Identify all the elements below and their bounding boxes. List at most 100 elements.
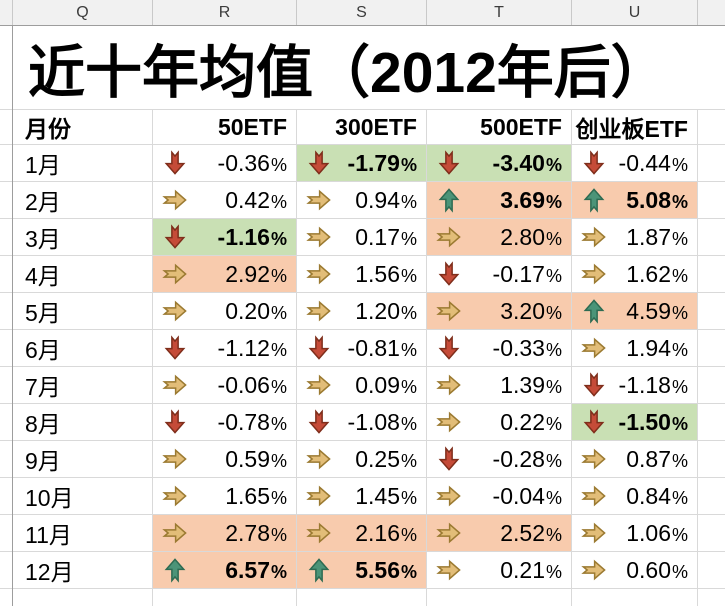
header-500etf[interactable]: 500ETF: [427, 110, 572, 145]
month-cell[interactable]: 9月: [13, 441, 153, 478]
value-cell[interactable]: -1.12%: [153, 330, 297, 367]
table-row: 6月 -1.12% -0.81% -0.33% 1.94%: [13, 330, 725, 367]
right-arrow-icon: [436, 558, 462, 583]
value-cell[interactable]: 1.06%: [572, 515, 698, 552]
value-cell[interactable]: 1.62%: [572, 256, 698, 293]
month-cell[interactable]: 5月: [13, 293, 153, 330]
value-cell[interactable]: 1.20%: [297, 293, 427, 330]
value-cell[interactable]: -3.40%: [427, 145, 572, 182]
value-cell[interactable]: -1.08%: [297, 404, 427, 441]
value-cell[interactable]: 0.60%: [572, 552, 698, 589]
right-arrow-icon: [162, 521, 188, 546]
value-cell[interactable]: -0.06%: [153, 367, 297, 404]
page-title[interactable]: 近十年均值（2012年后）: [13, 26, 725, 110]
value-cell[interactable]: 0.22%: [427, 404, 572, 441]
value-cell[interactable]: 5.08%: [572, 182, 698, 219]
value-cell[interactable]: -0.04%: [427, 478, 572, 515]
value-cell[interactable]: 0.09%: [297, 367, 427, 404]
empty-cell[interactable]: [427, 589, 572, 606]
month-cell[interactable]: 1月: [13, 145, 153, 182]
value-cell[interactable]: 2.78%: [153, 515, 297, 552]
empty-cell[interactable]: [698, 256, 725, 293]
column-header-u[interactable]: U: [572, 0, 698, 25]
value-cell[interactable]: 1.65%: [153, 478, 297, 515]
value-cell[interactable]: 0.20%: [153, 293, 297, 330]
value-cell[interactable]: -0.44%: [572, 145, 698, 182]
value-cell[interactable]: 0.87%: [572, 441, 698, 478]
value-cell[interactable]: 2.92%: [153, 256, 297, 293]
value-cell[interactable]: -0.36%: [153, 145, 297, 182]
month-cell[interactable]: 6月: [13, 330, 153, 367]
header-50etf[interactable]: 50ETF: [153, 110, 297, 145]
value-cell[interactable]: -0.28%: [427, 441, 572, 478]
column-header-r[interactable]: R: [153, 0, 297, 25]
value-cell[interactable]: 1.39%: [427, 367, 572, 404]
value-cell[interactable]: 3.20%: [427, 293, 572, 330]
month-cell[interactable]: 10月: [13, 478, 153, 515]
table-row: 3月 -1.16% 0.17% 2.80% 1.87%: [13, 219, 725, 256]
empty-cell[interactable]: [698, 110, 725, 145]
value-cell[interactable]: -1.79%: [297, 145, 427, 182]
value-cell[interactable]: -0.78%: [153, 404, 297, 441]
empty-cell[interactable]: [698, 219, 725, 256]
value-cell[interactable]: 1.56%: [297, 256, 427, 293]
header-300etf[interactable]: 300ETF: [297, 110, 427, 145]
cell-value-text: -1.18%: [618, 371, 688, 398]
cell-value-text: 2.92%: [225, 260, 287, 287]
value-cell[interactable]: -0.33%: [427, 330, 572, 367]
month-cell[interactable]: 12月: [13, 552, 153, 589]
value-cell[interactable]: -0.17%: [427, 256, 572, 293]
value-cell[interactable]: 2.16%: [297, 515, 427, 552]
value-cell[interactable]: 6.57%: [153, 552, 297, 589]
value-cell[interactable]: 0.59%: [153, 441, 297, 478]
value-cell[interactable]: 3.69%: [427, 182, 572, 219]
empty-cell[interactable]: [698, 515, 725, 552]
month-cell[interactable]: 4月: [13, 256, 153, 293]
month-cell[interactable]: 3月: [13, 219, 153, 256]
empty-cell[interactable]: [698, 478, 725, 515]
value-cell[interactable]: -1.50%: [572, 404, 698, 441]
value-cell[interactable]: 2.52%: [427, 515, 572, 552]
cell-value-text: 2.16%: [355, 519, 417, 546]
table-header-row: 月份 50ETF 300ETF 500ETF 创业板ETF: [13, 110, 725, 145]
value-cell[interactable]: 5.56%: [297, 552, 427, 589]
empty-cell[interactable]: [698, 145, 725, 182]
value-cell[interactable]: -1.16%: [153, 219, 297, 256]
empty-cell[interactable]: [698, 552, 725, 589]
value-cell[interactable]: 4.59%: [572, 293, 698, 330]
empty-cell[interactable]: [698, 182, 725, 219]
empty-cell[interactable]: [297, 589, 427, 606]
column-header-t[interactable]: T: [427, 0, 572, 25]
value-cell[interactable]: 2.80%: [427, 219, 572, 256]
header-month[interactable]: 月份: [13, 110, 153, 145]
month-cell[interactable]: 11月: [13, 515, 153, 552]
empty-cell[interactable]: [698, 293, 725, 330]
cell-value-text: 0.87%: [626, 445, 688, 472]
value-cell[interactable]: 0.84%: [572, 478, 698, 515]
value-cell[interactable]: 0.21%: [427, 552, 572, 589]
empty-cell[interactable]: [698, 330, 725, 367]
column-header-s[interactable]: S: [297, 0, 427, 25]
month-cell[interactable]: 2月: [13, 182, 153, 219]
empty-cell[interactable]: [572, 589, 698, 606]
empty-cell[interactable]: [698, 589, 725, 606]
empty-cell[interactable]: [698, 404, 725, 441]
month-cell[interactable]: 8月: [13, 404, 153, 441]
empty-cell[interactable]: [698, 441, 725, 478]
empty-cell[interactable]: [698, 367, 725, 404]
table-row: 12月 6.57% 5.56% 0.21% 0.60%: [13, 552, 725, 589]
value-cell[interactable]: 0.17%: [297, 219, 427, 256]
value-cell[interactable]: 1.87%: [572, 219, 698, 256]
empty-cell[interactable]: [13, 589, 153, 606]
value-cell[interactable]: 0.25%: [297, 441, 427, 478]
value-cell[interactable]: 0.94%: [297, 182, 427, 219]
value-cell[interactable]: 1.94%: [572, 330, 698, 367]
value-cell[interactable]: 0.42%: [153, 182, 297, 219]
value-cell[interactable]: 1.45%: [297, 478, 427, 515]
value-cell[interactable]: -0.81%: [297, 330, 427, 367]
column-header-q[interactable]: Q: [13, 0, 153, 25]
month-cell[interactable]: 7月: [13, 367, 153, 404]
value-cell[interactable]: -1.18%: [572, 367, 698, 404]
header-cyb-etf[interactable]: 创业板ETF: [572, 110, 698, 145]
empty-cell[interactable]: [153, 589, 297, 606]
